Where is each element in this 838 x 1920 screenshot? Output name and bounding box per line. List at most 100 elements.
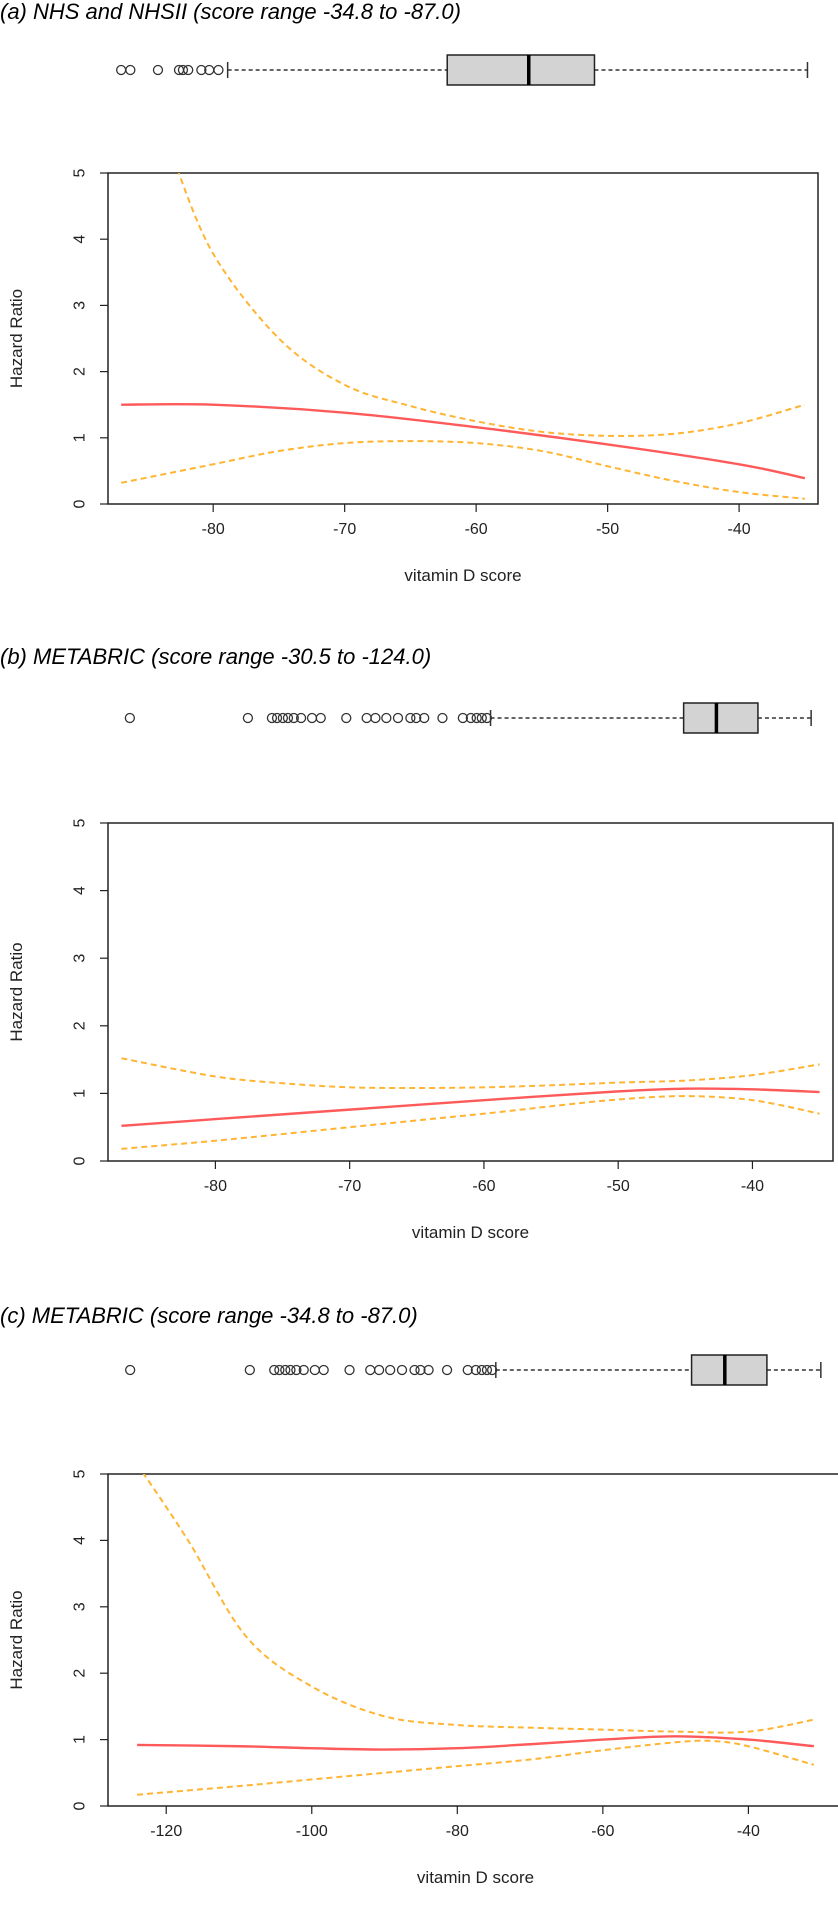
- curves: [120, 173, 806, 500]
- boxplot-outlier: [405, 712, 416, 724]
- y-tick-label: 4: [72, 235, 89, 244]
- x-tick-label: -40: [741, 1178, 764, 1195]
- lower-curve: [137, 1739, 815, 1796]
- boxplot-outlier: [365, 1364, 376, 1376]
- y-tick-label: 4: [72, 1536, 89, 1545]
- boxplot-outlier: [244, 1364, 255, 1376]
- y-tick-label: 1: [72, 433, 89, 442]
- boxplot-outlier: [124, 712, 136, 724]
- x-tick-label: -80: [204, 1178, 227, 1195]
- lower-curve: [120, 440, 805, 500]
- boxplot-outlier: [476, 1364, 487, 1376]
- x-axis-label: vitamin D score: [412, 1223, 529, 1242]
- x-tick-label: -40: [728, 521, 751, 538]
- y-axis-label: Hazard Ratio: [7, 1590, 26, 1689]
- boxplot-outlier: [437, 712, 448, 724]
- y-tick-label: 0: [72, 499, 89, 508]
- boxplot-outlier: [341, 712, 352, 724]
- x-tick-label: -70: [333, 521, 356, 538]
- boxplot-outlier: [285, 1364, 296, 1376]
- boxplot-outlier: [409, 1364, 420, 1376]
- boxplot-outlier: [441, 1364, 453, 1376]
- boxplot-outlier: [385, 1364, 396, 1376]
- y-axis-label: Hazard Ratio: [7, 942, 26, 1041]
- boxplot-outlier: [125, 64, 136, 76]
- panel-title: (b) METABRIC (score range -30.5 to -124.…: [0, 644, 431, 669]
- plot-frame: [107, 1473, 838, 1807]
- boxplot-outlier: [213, 64, 224, 76]
- x-tick-label: -100: [296, 1823, 328, 1840]
- boxplot: [124, 702, 812, 734]
- boxplot-box: [446, 54, 596, 86]
- y-tick-label: 5: [72, 168, 89, 177]
- boxplot-outlier: [269, 1364, 280, 1376]
- x-tick-label: -60: [472, 1178, 495, 1195]
- y-tick-label: 2: [72, 1021, 89, 1030]
- estimate-curve: [121, 1087, 820, 1128]
- y-tick-label: 3: [72, 1602, 89, 1611]
- boxplot-outlier: [486, 1364, 498, 1376]
- boxplot-outlier: [177, 64, 189, 76]
- boxplot-box: [690, 1354, 768, 1386]
- boxplot-outlier: [457, 712, 468, 724]
- y-tick-label: 2: [72, 1669, 89, 1678]
- boxplot: [125, 1354, 822, 1386]
- boxplot-outlier: [411, 712, 422, 724]
- lower-curve: [121, 1095, 820, 1150]
- boxplot-outlier: [280, 1364, 291, 1376]
- boxplot-outlier: [419, 712, 430, 724]
- x-tick-label: -80: [202, 521, 225, 538]
- boxplot: [115, 54, 809, 86]
- upper-curve: [121, 1057, 820, 1089]
- y-tick-label: 0: [72, 1156, 89, 1165]
- curves: [137, 1474, 815, 1796]
- panel-title: (a) NHS and NHSII (score range -34.8 to …: [0, 0, 461, 24]
- y-tick-label: 3: [72, 954, 89, 963]
- boxplot-outlier: [470, 1364, 482, 1376]
- boxplot-outlier: [476, 712, 487, 724]
- boxplot-outlier: [274, 1364, 285, 1376]
- boxplot-outlier: [481, 712, 493, 724]
- boxplot-outlier: [295, 712, 307, 724]
- panel-1: (b) METABRIC (score range -30.5 to -124.…: [0, 644, 834, 1242]
- boxplot-outlier: [271, 712, 283, 724]
- boxplot-outlier: [298, 1364, 309, 1376]
- y-tick-label: 3: [72, 301, 89, 310]
- boxplot-outlier: [396, 1364, 408, 1376]
- boxplot-outlier: [309, 1364, 320, 1376]
- boxplot-outlier: [291, 1364, 302, 1376]
- boxplot-outlier: [462, 1364, 473, 1376]
- boxplot-outlier: [306, 712, 318, 724]
- boxplot-outlier: [125, 1364, 136, 1376]
- panel-title: (c) METABRIC (score range -34.8 to -87.0…: [0, 1303, 418, 1328]
- boxplot-outlier: [471, 712, 482, 724]
- boxplot-outlier: [381, 712, 392, 724]
- boxplot-outlier: [315, 712, 326, 724]
- boxplot-outlier: [423, 1364, 434, 1376]
- y-tick-label: 5: [72, 818, 89, 827]
- estimate-curve: [137, 1735, 815, 1751]
- x-tick-label: -50: [607, 1178, 630, 1195]
- x-tick-label: -60: [591, 1823, 614, 1840]
- x-tick-label: -50: [596, 521, 619, 538]
- y-tick-label: 2: [72, 367, 89, 376]
- y-tick-label: 1: [72, 1735, 89, 1744]
- boxplot-outlier: [392, 712, 404, 724]
- boxplot-outlier: [183, 64, 194, 76]
- boxplot-outlier: [288, 712, 299, 724]
- boxplot-outlier: [361, 712, 372, 724]
- y-tick-label: 5: [72, 1469, 89, 1478]
- y-axis-label: Hazard Ratio: [7, 289, 26, 388]
- x-tick-label: -40: [737, 1823, 760, 1840]
- y-tick-label: 4: [72, 886, 89, 895]
- y-tick-label: 0: [72, 1801, 89, 1810]
- estimate-curve: [121, 402, 806, 480]
- boxplot-outlier: [266, 712, 278, 724]
- x-tick-label: -80: [446, 1823, 469, 1840]
- boxplot-outlier: [373, 1364, 385, 1376]
- x-axis-label: vitamin D score: [417, 1868, 534, 1887]
- boxplot-outlier: [242, 712, 254, 724]
- boxplot-box: [682, 702, 759, 734]
- boxplot-outlier: [196, 64, 207, 76]
